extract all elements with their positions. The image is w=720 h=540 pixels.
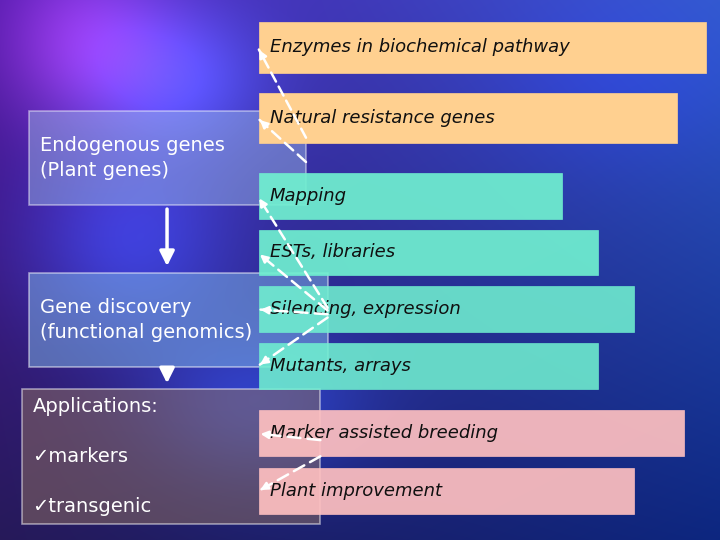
Text: Silencing, expression: Silencing, expression bbox=[270, 300, 461, 318]
Text: Enzymes in biochemical pathway: Enzymes in biochemical pathway bbox=[270, 38, 570, 56]
Text: Applications:

✓markers

✓transgenic: Applications: ✓markers ✓transgenic bbox=[32, 397, 158, 516]
Text: Gene discovery
(functional genomics): Gene discovery (functional genomics) bbox=[40, 298, 252, 342]
Text: Natural resistance genes: Natural resistance genes bbox=[270, 109, 495, 127]
FancyBboxPatch shape bbox=[29, 273, 328, 367]
FancyBboxPatch shape bbox=[22, 389, 320, 524]
Text: Mapping: Mapping bbox=[270, 187, 347, 205]
FancyBboxPatch shape bbox=[259, 468, 634, 514]
Text: Mutants, arrays: Mutants, arrays bbox=[270, 357, 411, 375]
Text: Endogenous genes
(Plant genes): Endogenous genes (Plant genes) bbox=[40, 136, 225, 180]
FancyBboxPatch shape bbox=[259, 93, 677, 143]
Text: ESTs, libraries: ESTs, libraries bbox=[270, 244, 395, 261]
Text: Marker assisted breeding: Marker assisted breeding bbox=[270, 424, 498, 442]
FancyBboxPatch shape bbox=[259, 286, 634, 332]
FancyBboxPatch shape bbox=[259, 343, 598, 389]
FancyBboxPatch shape bbox=[29, 111, 306, 205]
FancyBboxPatch shape bbox=[259, 410, 684, 456]
FancyBboxPatch shape bbox=[259, 230, 598, 275]
FancyBboxPatch shape bbox=[259, 22, 706, 73]
FancyBboxPatch shape bbox=[259, 173, 562, 219]
Text: Plant improvement: Plant improvement bbox=[270, 482, 442, 500]
